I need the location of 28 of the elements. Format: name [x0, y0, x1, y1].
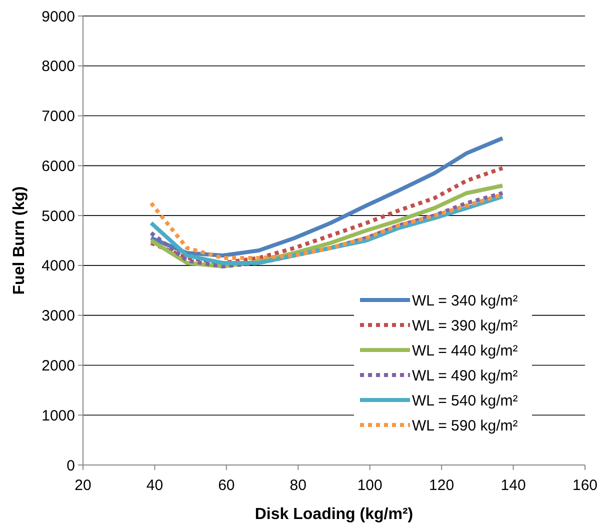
x-tick-label: 100: [357, 477, 382, 494]
y-tick-label: 5000: [42, 208, 75, 225]
y-axis-title: Fuel Burn (kg): [11, 186, 28, 295]
line-series: [149, 166, 505, 265]
x-tick-label: 40: [146, 477, 164, 494]
legend-label: WL = 540 kg/m²: [412, 392, 518, 410]
y-tick-label: 6000: [42, 158, 75, 175]
x-axis-title: Disk Loading (kg/m²): [254, 506, 414, 523]
y-tick-label: 0: [66, 457, 75, 474]
x-tick-label: 60: [218, 477, 235, 494]
legend-label: WL = 590 kg/m²: [412, 417, 518, 434]
y-tick-label: 8000: [42, 58, 75, 76]
x-tick-label: 80: [290, 477, 306, 494]
y-tick-label: 9000: [42, 8, 75, 26]
x-tick-label: 140: [500, 477, 526, 494]
y-tick-label: 7000: [42, 108, 75, 126]
y-tick-label: 3000: [42, 308, 75, 325]
x-tick-label: 120: [429, 477, 454, 494]
legend-label: WL = 340 kg/m²: [412, 292, 518, 310]
y-tick-label: 4000: [42, 258, 75, 275]
x-tick-label: 20: [74, 477, 92, 494]
line-series: [149, 136, 505, 258]
x-tick-label: 160: [572, 477, 598, 494]
legend-label: WL = 440 kg/m²: [412, 342, 518, 360]
legend-label: WL = 490 kg/m²: [412, 367, 518, 384]
y-tick-label: 1000: [42, 407, 75, 424]
legend-label: WL = 390 kg/m²: [412, 317, 518, 334]
y-tick-label: 2000: [42, 357, 75, 374]
